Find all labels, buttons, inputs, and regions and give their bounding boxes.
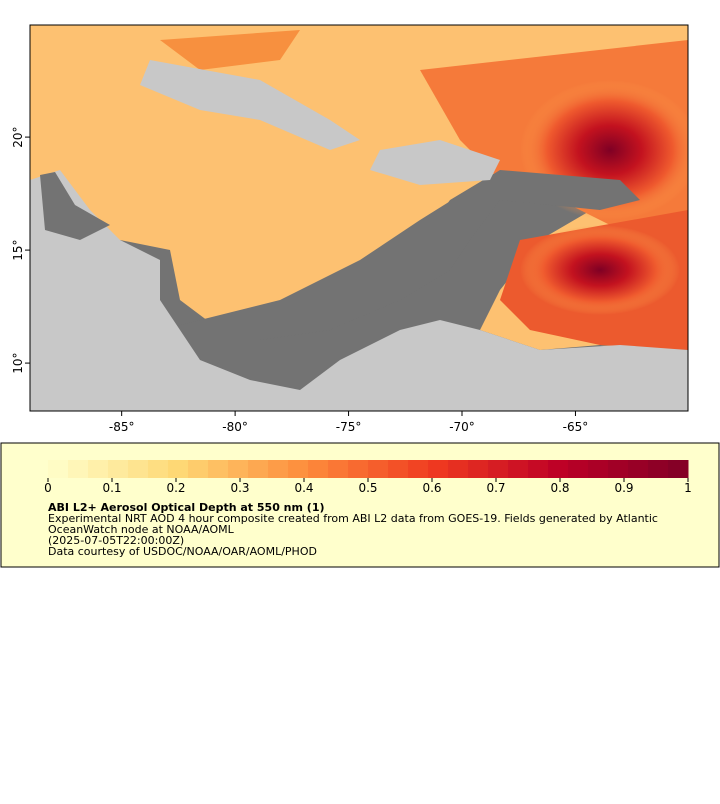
colorbar-tick-label: 0.3: [230, 481, 249, 495]
colorbar-tick-label: 0.9: [614, 481, 633, 495]
colorbar-step: [168, 460, 189, 478]
colorbar-step: [48, 460, 69, 478]
colorbar-step: [388, 460, 409, 478]
colorbar-step: [668, 460, 689, 478]
colorbar-step: [288, 460, 309, 478]
colorbar-step: [88, 460, 109, 478]
colorbar-tick-label: 0: [44, 481, 52, 495]
colorbar-step: [428, 460, 449, 478]
legend-line: Experimental NRT AOD 4 hour composite cr…: [48, 512, 658, 525]
colorbar-step: [548, 460, 569, 478]
colorbar-step: [368, 460, 389, 478]
colorbar-step: [228, 460, 249, 478]
colorbar-step: [148, 460, 169, 478]
y-tick-label: 20°: [11, 126, 25, 147]
colorbar-step: [208, 460, 229, 478]
x-tick-label: -75°: [336, 420, 362, 434]
colorbar-tick-label: 0.1: [102, 481, 121, 495]
colorbar-step: [128, 460, 149, 478]
colorbar-step: [588, 460, 609, 478]
map-frame: [29, 24, 689, 412]
legend-line: OceanWatch node at NOAA/AOML: [48, 523, 235, 536]
colorbar-tick-label: 0.6: [422, 481, 441, 495]
colorbar-step: [448, 460, 469, 478]
colorbar-tick-label: 0.5: [358, 481, 377, 495]
colorbar-step: [508, 460, 529, 478]
colorbar-tick-label: 0.4: [294, 481, 313, 495]
colorbar-step: [108, 460, 129, 478]
colorbar-step: [628, 460, 649, 478]
colorbar-step: [348, 460, 369, 478]
colorbar-step: [608, 460, 629, 478]
x-tick-label: -85°: [109, 420, 135, 434]
colorbar-step: [408, 460, 429, 478]
colorbar-step: [648, 460, 669, 478]
x-tick-label: -80°: [222, 420, 248, 434]
colorbar-tick-label: 0.7: [486, 481, 505, 495]
colorbar-step: [488, 460, 509, 478]
colorbar-step: [308, 460, 329, 478]
colorbar-step: [528, 460, 549, 478]
colorbar-step: [568, 460, 589, 478]
colorbar-step: [248, 460, 269, 478]
colorbar-step: [328, 460, 349, 478]
colorbar-step: [68, 460, 89, 478]
y-tick-label: 10°: [11, 352, 25, 373]
x-tick-label: -70°: [449, 420, 475, 434]
map-imagery: [30, 25, 688, 411]
colorbar-tick-label: 0.2: [166, 481, 185, 495]
colorbar-step: [468, 460, 489, 478]
colorbar-step: [268, 460, 289, 478]
y-tick-label: 15°: [11, 239, 25, 260]
colorbar-step: [188, 460, 209, 478]
legend-line: Data courtesy of USDOC/NOAA/OAR/AOML/PHO…: [48, 545, 317, 558]
legend-title: ABI L2+ Aerosol Optical Depth at 550 nm …: [48, 501, 325, 514]
colorbar-tick-label: 0.8: [550, 481, 569, 495]
legend-line: (2025-07-05T22:00:00Z): [48, 534, 184, 547]
colorbar-tick-label: 1: [684, 481, 692, 495]
x-tick-label: -65°: [563, 420, 589, 434]
